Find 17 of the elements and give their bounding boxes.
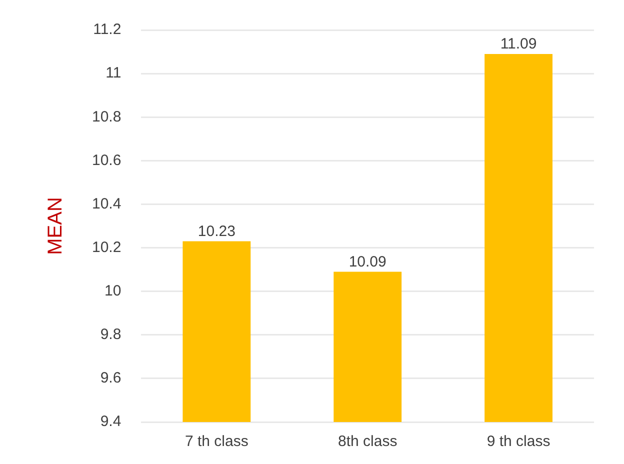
- y-axis-title: MEAN: [44, 197, 67, 255]
- x-tick-label: 8th class: [338, 433, 398, 450]
- y-tick-label: 11.2: [93, 21, 122, 38]
- x-tick-label: 7 th class: [184, 433, 248, 450]
- data-label: 10.23: [198, 222, 236, 240]
- y-tick-label: 9.8: [100, 326, 122, 344]
- y-tick-label: 11: [106, 64, 122, 82]
- y-tick-label: 10.4: [92, 195, 122, 212]
- x-tick-label: 9 th class: [486, 433, 550, 450]
- y-tick-label: 10.2: [92, 238, 122, 256]
- data-label: 10.09: [348, 253, 386, 270]
- y-tick-label: 9.4: [100, 413, 122, 430]
- y-tick-label: 10.8: [92, 108, 122, 126]
- y-tick-label: 10: [104, 282, 122, 300]
- y-tick-label: 9.6: [100, 370, 122, 387]
- y-tick-label: 10.6: [92, 152, 122, 169]
- data-label: 11.09: [500, 36, 537, 53]
